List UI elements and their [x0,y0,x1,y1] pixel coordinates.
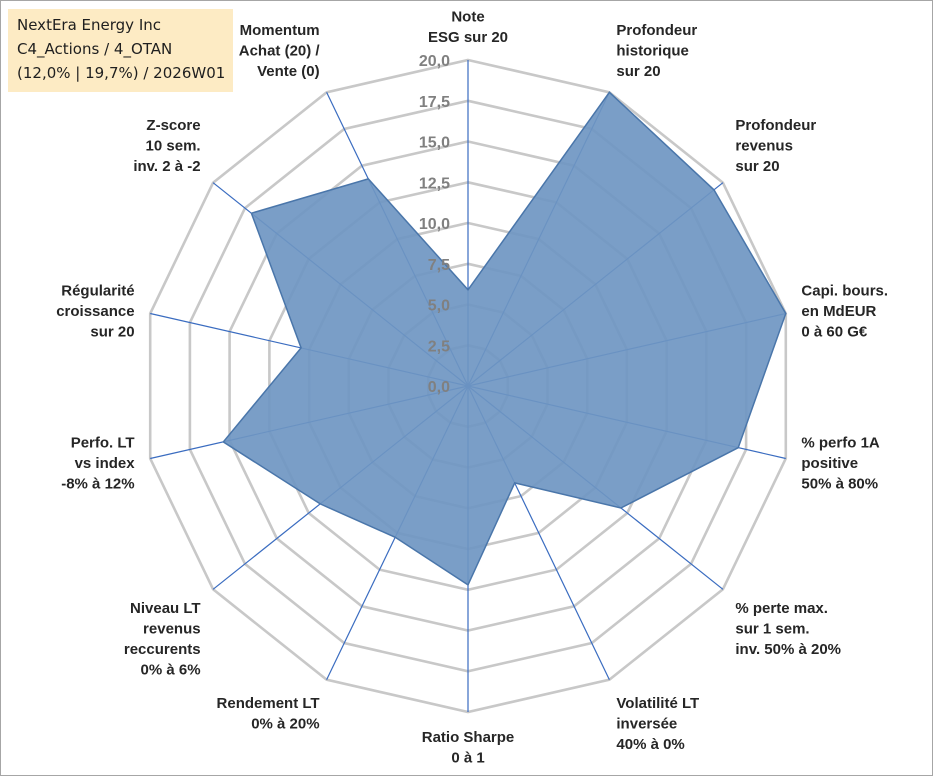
axis-label: inv. 2 à -2 [133,158,200,175]
axis-label: Note [451,9,484,26]
axis-label: % perte max. [735,600,828,617]
axis-label: inv. 50% à 20% [735,641,841,658]
axis-label: sur 20 [616,63,660,80]
axis-label: revenus [735,137,793,154]
tick-label: 15,0 [419,135,450,152]
tick-layer: 0,0 2,5 5,0 7,5 10,0 12,5 15,0 17,5 20,0 [419,53,450,396]
axis-label: 10 sem. [146,137,201,154]
axis-label: Régularité [61,282,134,299]
series-layer [222,91,787,587]
axis-label: Vente (0) [257,63,320,80]
axis-label: Perfo. LT [71,435,135,452]
axis-label: Profondeur [616,22,697,39]
axis-label: positive [801,455,858,472]
axis-label: 0% à 6% [141,662,201,679]
axis-label: Ratio Sharpe [422,729,515,746]
axis-label: reccurents [124,641,201,658]
axis-label: 0% à 20% [251,716,319,733]
axis-label: Capi. bours. [801,282,888,299]
axis-label: % perfo 1A [801,435,880,452]
axis-label: revenus [143,621,201,638]
axis-label: sur 20 [90,323,134,340]
tick-label: 5,0 [428,298,450,315]
axis-label: Achat (20) / [239,42,321,59]
category-label: C4_Actions / 4_OTAN [17,40,173,58]
tick-label: 17,5 [419,94,450,111]
axis-label: Profondeur [735,117,816,134]
tick-label: 7,5 [428,257,450,274]
company-name: NextEra Energy Inc [17,16,162,34]
axis-label: inversée [616,716,677,733]
axis-label: -8% à 12% [61,476,134,493]
tick-label: 0,0 [428,379,450,396]
axis-label: historique [616,42,689,59]
info-box: NextEra Energy Inc C4_Actions / 4_OTAN (… [8,9,233,92]
axis-label: 40% à 0% [616,736,684,753]
axis-label: croissance [56,303,134,320]
axis-label: Niveau LT [130,600,201,617]
tick-label: 12,5 [419,175,450,192]
axis-label: Momentum [240,22,320,39]
axis-label: Z-score [146,117,200,134]
tick-label: 2,5 [428,338,450,355]
axis-label: sur 1 sem. [735,621,809,638]
axis-label: vs index [75,455,136,472]
axis-label: 50% à 80% [801,476,878,493]
axis-label: sur 20 [735,158,779,175]
tick-label: 10,0 [419,216,450,233]
label-layer: Note ESG sur 20 Profondeur historique sur 20… [56,9,888,767]
axis-label: Rendement LT [217,695,320,712]
axis-label: 0 à 60 G€ [801,323,868,340]
axis-label: en MdEUR [801,303,876,320]
stats-label: (12,0% | 19,7%) / 2026W01 [17,64,226,82]
axis-label: Volatilité LT [616,695,699,712]
axis-label: 0 à 1 [451,750,484,767]
tick-label: 20,0 [419,53,450,70]
axis-label: ESG sur 20 [428,29,508,46]
